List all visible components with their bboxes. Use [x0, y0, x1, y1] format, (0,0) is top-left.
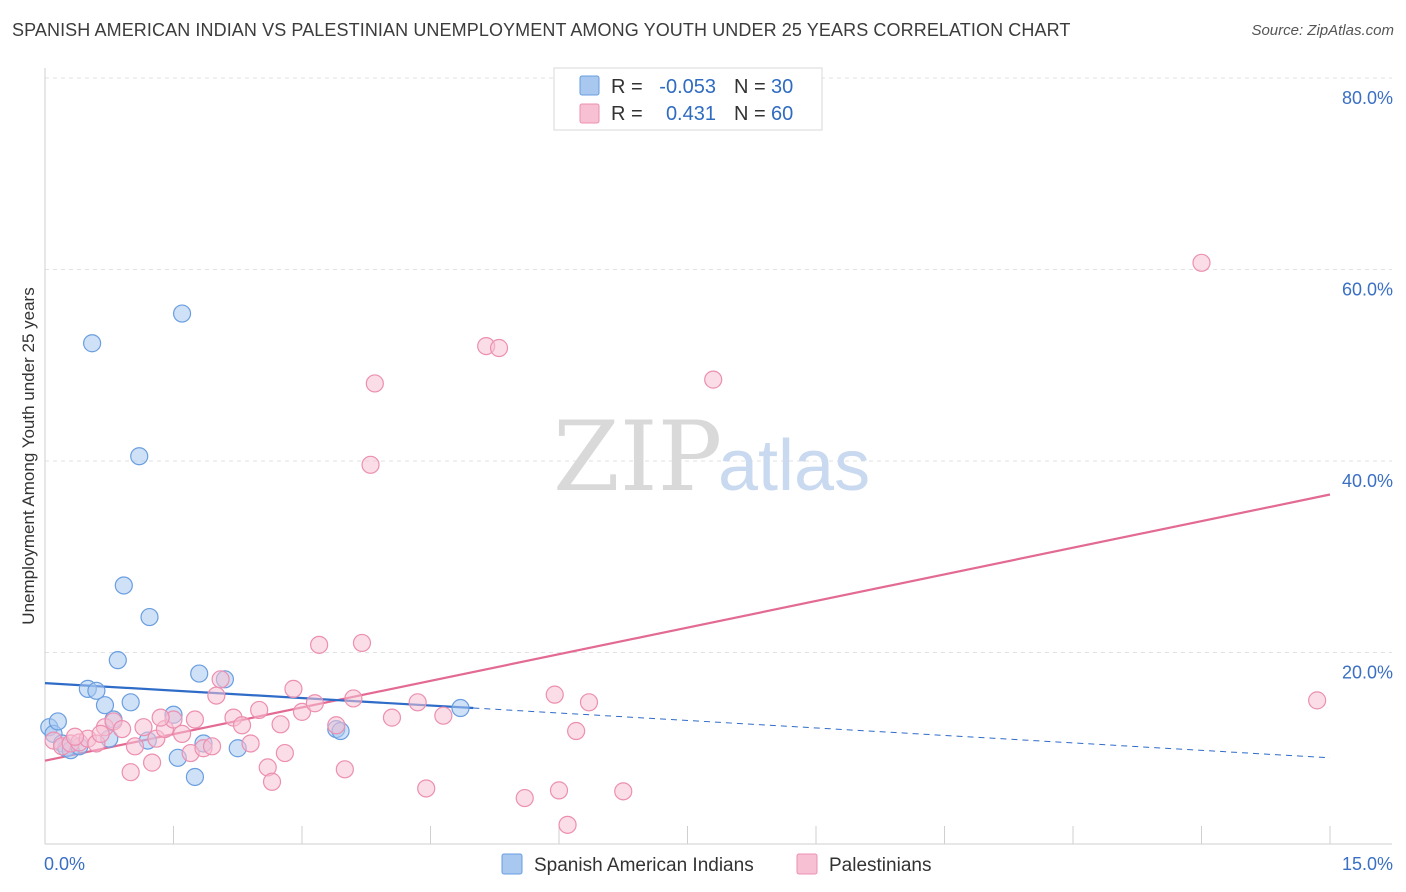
y-tick-label: 40.0%	[1342, 471, 1393, 491]
point-palestinians	[579, 693, 599, 712]
axes	[44, 68, 1392, 845]
x-tick-label: 0.0%	[44, 854, 85, 874]
point-palestinians	[365, 374, 384, 393]
point-spanish-american-indians	[83, 334, 102, 353]
point-palestinians	[65, 727, 85, 746]
point-palestinians	[335, 760, 354, 779]
point-palestinians	[567, 721, 586, 741]
point-palestinians	[202, 737, 222, 756]
point-palestinians	[382, 708, 402, 727]
point-palestinians	[361, 455, 380, 474]
point-palestinians	[275, 743, 294, 763]
x-tick-label: 15.0%	[1342, 854, 1393, 874]
point-palestinians	[614, 782, 633, 801]
point-spanish-american-indians	[140, 607, 159, 627]
point-spanish-american-indians	[121, 693, 140, 712]
gridlines	[45, 77, 1392, 653]
chart-title: SPANISH AMERICAN INDIAN VS PALESTINIAN U…	[12, 20, 1071, 40]
point-palestinians	[489, 338, 509, 358]
x-tick-labels: 0.0% 15.0%	[44, 854, 1393, 874]
point-spanish-american-indians	[130, 447, 149, 466]
point-palestinians	[262, 772, 282, 791]
point-palestinians	[271, 715, 290, 734]
point-palestinians	[704, 370, 723, 389]
point-palestinians	[545, 685, 564, 704]
point-palestinians	[142, 753, 162, 772]
series-label-palestinians: Palestinians	[829, 855, 931, 876]
point-spanish-american-indians	[172, 304, 192, 323]
point-palestinians	[417, 779, 436, 798]
trendline-spanish-american-indians-extension	[473, 707, 1331, 759]
point-palestinians	[172, 724, 192, 743]
source-credit: Source: ZipAtlas.com	[1251, 22, 1394, 39]
point-palestinians	[241, 734, 260, 753]
series-swatch-palestinians	[796, 853, 818, 875]
watermark-atlas: atlas	[718, 426, 870, 506]
point-spanish-american-indians	[451, 698, 470, 718]
point-spanish-american-indians	[87, 681, 106, 700]
point-palestinians	[207, 686, 226, 705]
legend-r-value-1: -0.053	[659, 76, 716, 98]
point-palestinians	[344, 689, 363, 708]
point-spanish-american-indians	[48, 712, 67, 731]
point-palestinians	[91, 724, 110, 743]
point-palestinians	[121, 763, 140, 782]
point-palestinians	[1192, 253, 1211, 272]
point-palestinians	[352, 633, 372, 653]
point-palestinians	[549, 781, 569, 800]
y-tick-label: 20.0%	[1342, 663, 1393, 683]
legend-r-label-2: R =	[611, 103, 643, 125]
point-palestinians	[558, 815, 577, 834]
legend-n-label-1: N =	[734, 76, 766, 98]
legend-n-value-1: 30	[771, 76, 793, 98]
point-palestinians	[151, 708, 170, 727]
point-palestinians	[134, 718, 153, 737]
point-palestinians	[185, 710, 205, 729]
series-label-spanish-american-indians: Spanish American Indians	[534, 855, 754, 876]
y-tick-labels: 20.0% 40.0% 60.0% 80.0%	[1342, 88, 1393, 683]
point-palestinians	[250, 700, 269, 720]
point-spanish-american-indians	[108, 651, 127, 670]
point-palestinians	[1308, 691, 1327, 710]
point-palestinians	[408, 693, 427, 712]
data-points	[40, 253, 1327, 834]
point-spanish-american-indians	[190, 664, 209, 683]
series-swatch-spanish-american-indians	[501, 853, 523, 875]
legend-n-value-2: 60	[771, 103, 793, 125]
watermark: ZIP atlas	[553, 401, 870, 513]
point-palestinians	[125, 737, 145, 756]
legend-r-value-2: 0.431	[666, 103, 716, 125]
legend-swatch-blue	[579, 75, 600, 96]
legend-r-label-1: R =	[611, 76, 643, 98]
point-palestinians	[292, 702, 312, 721]
y-tick-label: 60.0%	[1342, 280, 1393, 300]
y-tick-label: 80.0%	[1342, 88, 1393, 108]
point-palestinians	[305, 694, 324, 713]
trendline-spanish-american-indians	[44, 682, 474, 710]
point-palestinians	[112, 719, 132, 739]
watermark-zip: ZIP	[553, 401, 722, 513]
legend-swatch-pink	[579, 103, 600, 124]
point-palestinians	[284, 679, 303, 698]
point-spanish-american-indians	[114, 576, 133, 595]
point-palestinians	[211, 670, 230, 689]
y-axis-label: Unemployment Among Youth under 25 years	[19, 287, 38, 624]
point-spanish-american-indians	[95, 696, 115, 715]
point-palestinians	[515, 788, 534, 808]
legend-n-label-2: N =	[734, 103, 766, 125]
point-palestinians	[310, 635, 329, 654]
point-palestinians	[232, 716, 252, 735]
legend-box: R = -0.053 N = 30 R = 0.431 N = 60	[553, 67, 823, 131]
point-palestinians	[327, 716, 346, 735]
point-spanish-american-indians	[185, 767, 205, 787]
point-palestinians	[434, 706, 453, 725]
series-legend: Spanish American Indians Palestinians	[501, 853, 931, 876]
